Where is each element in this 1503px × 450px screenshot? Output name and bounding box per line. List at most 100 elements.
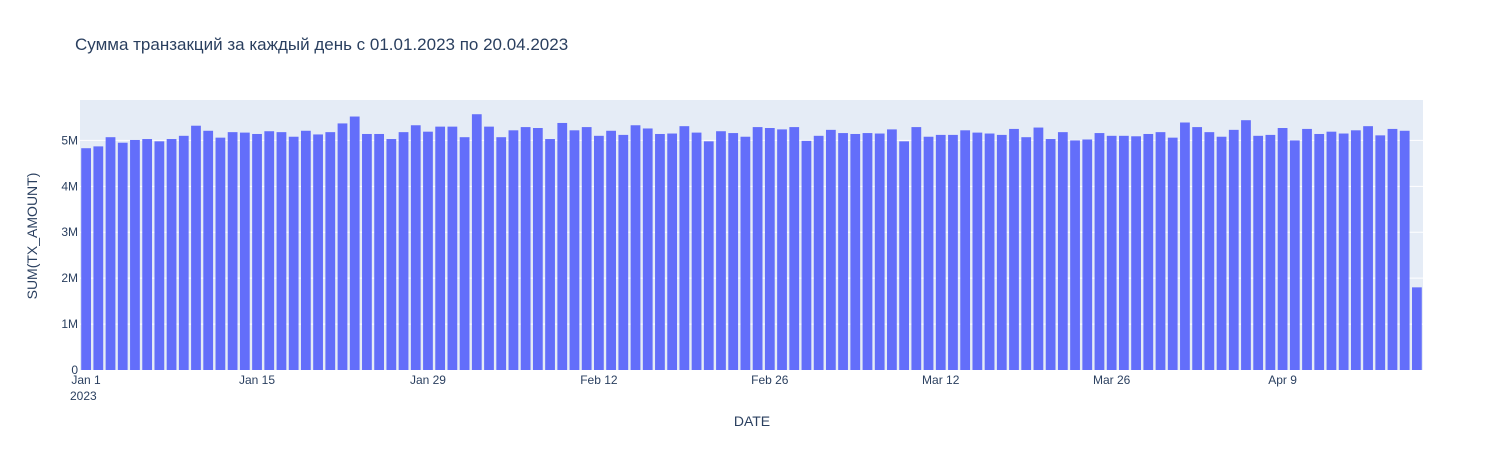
bar[interactable] [679, 126, 690, 370]
bar[interactable] [1314, 133, 1325, 370]
bar[interactable] [1094, 133, 1105, 370]
bar[interactable] [667, 133, 678, 370]
bar[interactable] [740, 136, 751, 370]
bar[interactable] [1253, 135, 1264, 370]
bar[interactable] [1241, 120, 1251, 370]
bar[interactable] [496, 137, 507, 370]
bar[interactable] [191, 125, 201, 371]
bar[interactable] [1106, 135, 1117, 370]
bar[interactable] [1057, 132, 1068, 370]
bar[interactable] [1009, 128, 1019, 370]
bar[interactable] [81, 148, 91, 370]
bar[interactable] [764, 128, 775, 370]
bar[interactable] [362, 133, 372, 370]
bar[interactable] [862, 133, 873, 370]
bar[interactable] [655, 133, 665, 370]
bar[interactable] [1265, 134, 1276, 370]
bar[interactable] [1167, 137, 1178, 370]
bar[interactable] [142, 139, 153, 370]
bar[interactable] [996, 134, 1007, 370]
bar[interactable] [1082, 139, 1093, 370]
bar[interactable] [1302, 128, 1312, 370]
bar[interactable] [447, 126, 458, 370]
bar[interactable] [1228, 129, 1239, 370]
bar[interactable] [935, 134, 946, 370]
bar[interactable] [1338, 133, 1349, 370]
bar[interactable] [313, 134, 323, 370]
bar[interactable] [532, 128, 543, 370]
bar[interactable] [923, 136, 934, 370]
bar[interactable] [410, 125, 421, 370]
bar[interactable] [93, 146, 104, 370]
bar[interactable] [777, 129, 787, 370]
bar[interactable] [1143, 133, 1154, 370]
bar[interactable] [606, 130, 616, 370]
bar[interactable] [691, 132, 702, 370]
bar[interactable] [569, 130, 580, 370]
bar[interactable] [1216, 136, 1227, 370]
bar[interactable] [1204, 132, 1215, 370]
bar[interactable] [239, 132, 250, 370]
bar[interactable] [374, 133, 385, 370]
bar[interactable] [300, 130, 311, 370]
bar[interactable] [1277, 128, 1288, 370]
bar[interactable] [948, 134, 958, 370]
bar[interactable] [264, 131, 275, 370]
bar[interactable] [557, 122, 568, 371]
bar[interactable] [1131, 136, 1141, 370]
bar[interactable] [789, 127, 800, 370]
bar[interactable] [276, 132, 287, 370]
bar[interactable] [703, 141, 714, 370]
bar[interactable] [520, 127, 531, 370]
bar[interactable] [1021, 137, 1032, 370]
bar[interactable] [594, 135, 604, 370]
bar[interactable] [398, 132, 409, 370]
bar[interactable] [1155, 132, 1166, 370]
bar[interactable] [972, 132, 983, 370]
bar[interactable] [1375, 135, 1386, 370]
bar[interactable] [166, 139, 177, 370]
bar[interactable] [484, 126, 494, 370]
bar[interactable] [1192, 127, 1203, 370]
bar[interactable] [1399, 130, 1410, 370]
bar[interactable] [423, 131, 433, 370]
bar[interactable] [813, 135, 824, 370]
bar[interactable] [203, 130, 214, 370]
bar[interactable] [386, 139, 397, 370]
bar[interactable] [1363, 126, 1373, 370]
bar[interactable] [1387, 128, 1398, 370]
bar[interactable] [1118, 135, 1129, 370]
bar[interactable] [642, 128, 653, 370]
bar[interactable] [874, 133, 885, 370]
bar[interactable] [471, 114, 482, 370]
bar[interactable] [984, 133, 995, 370]
bar[interactable] [887, 129, 897, 370]
bar[interactable] [227, 132, 238, 370]
bar[interactable] [801, 140, 812, 370]
bar[interactable] [435, 126, 446, 370]
bar[interactable] [960, 130, 971, 370]
bar[interactable] [618, 134, 629, 370]
bar[interactable] [1326, 131, 1337, 370]
bar[interactable] [508, 130, 519, 370]
bar[interactable] [117, 142, 128, 370]
bar[interactable] [215, 137, 226, 370]
bar[interactable] [459, 137, 470, 370]
bar[interactable] [899, 141, 909, 370]
bar[interactable] [911, 127, 922, 370]
bar[interactable] [1033, 127, 1044, 370]
bar[interactable] [1070, 140, 1080, 370]
bar[interactable] [1412, 287, 1422, 370]
bar[interactable] [1180, 122, 1190, 371]
bar[interactable] [825, 129, 836, 370]
bar[interactable] [349, 116, 360, 370]
bar[interactable] [581, 127, 592, 370]
bar[interactable] [105, 137, 116, 370]
bar[interactable] [1350, 130, 1361, 370]
bar[interactable] [1045, 139, 1056, 370]
bar[interactable] [288, 136, 299, 370]
bar[interactable] [752, 127, 763, 370]
bar[interactable] [716, 131, 726, 370]
bar[interactable] [630, 125, 641, 370]
bar[interactable] [325, 132, 336, 370]
